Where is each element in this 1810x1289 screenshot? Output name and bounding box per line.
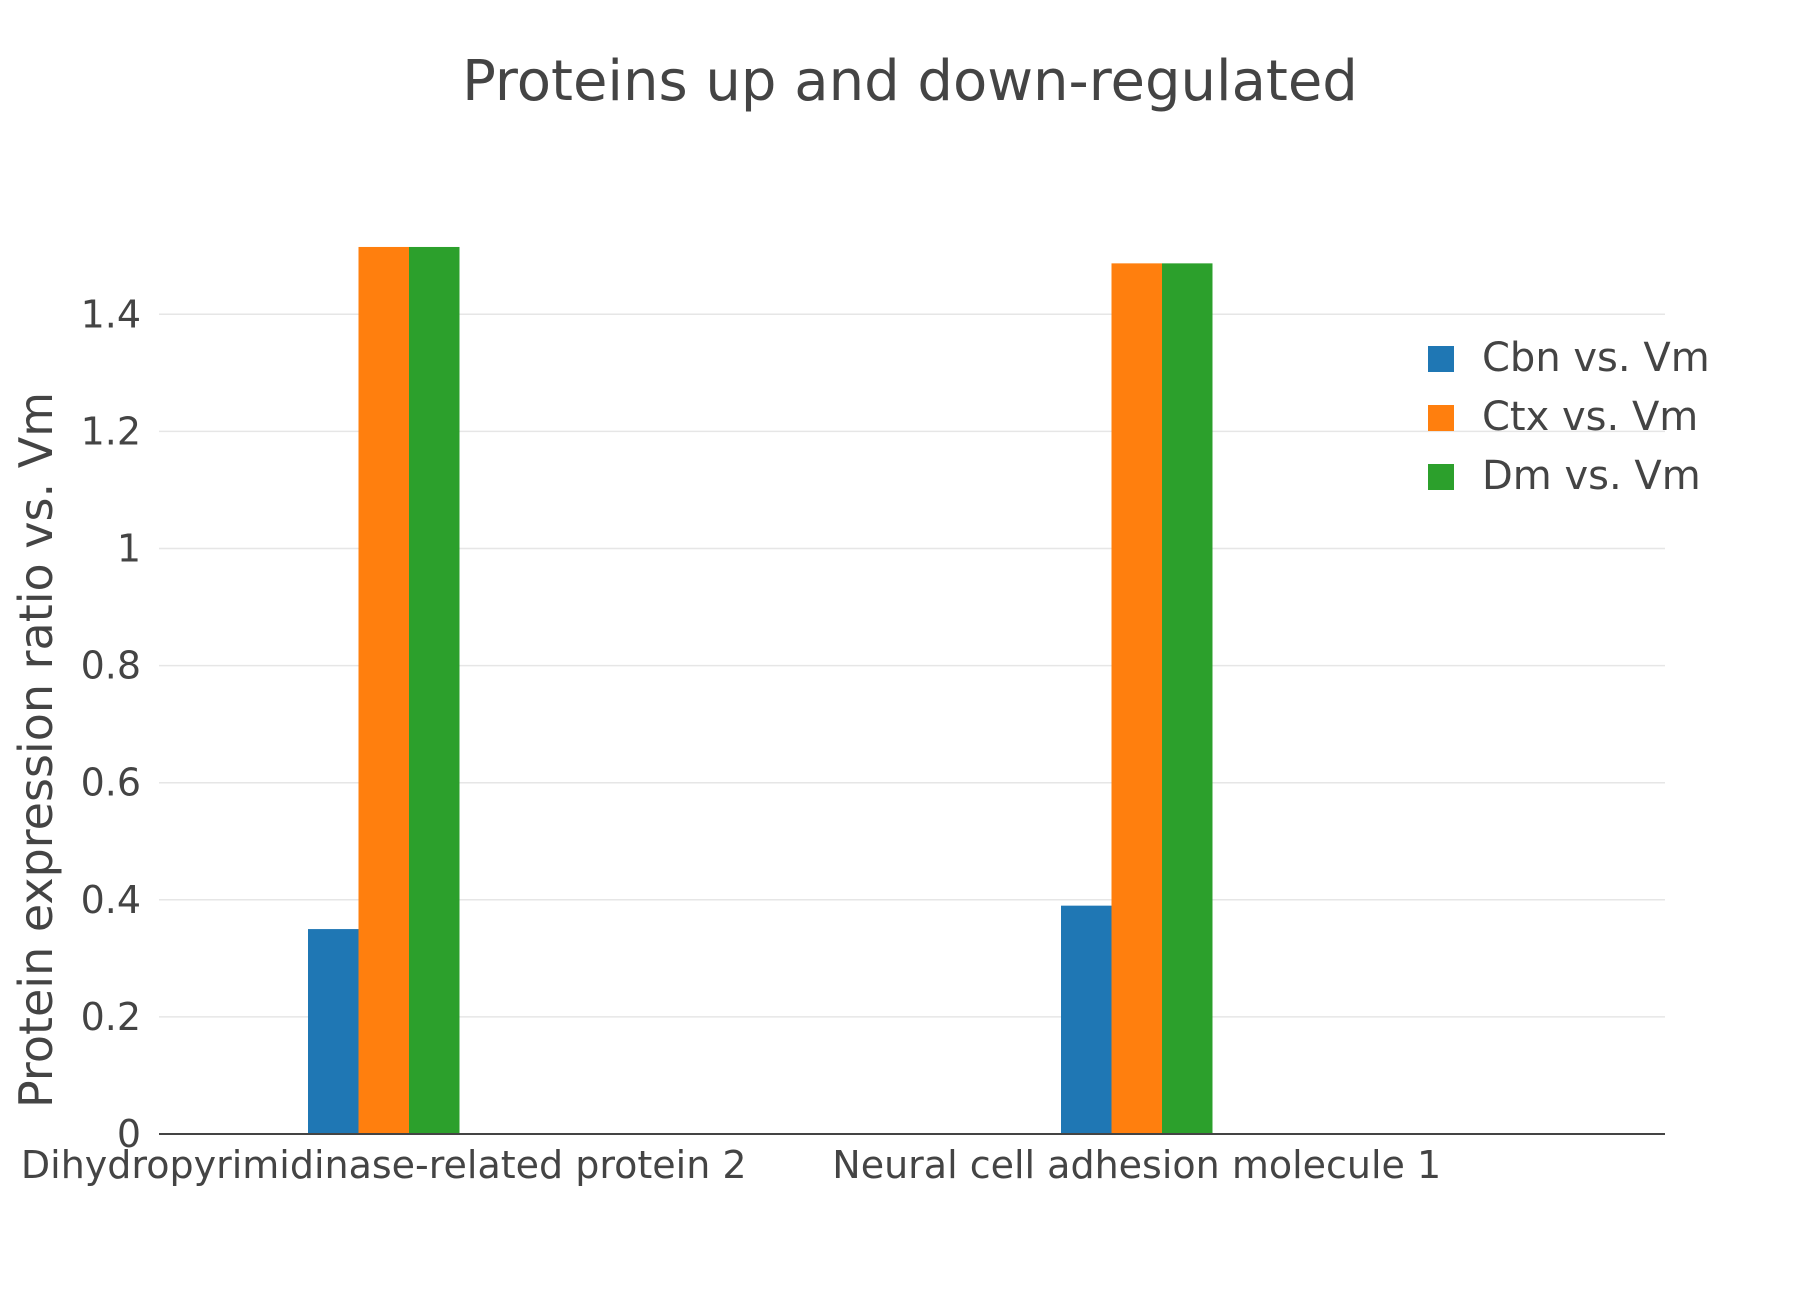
legend-item[interactable]: Cbn vs. Vm bbox=[1428, 335, 1710, 381]
x-tick-label: Neural cell adhesion molecule 1 bbox=[832, 1143, 1441, 1187]
legend-swatch bbox=[1428, 405, 1454, 431]
bar[interactable] bbox=[358, 246, 410, 1134]
legend-label: Ctx vs. Vm bbox=[1482, 394, 1698, 440]
bar[interactable] bbox=[1061, 905, 1112, 1134]
legend-label: Dm vs. Vm bbox=[1482, 453, 1701, 499]
legend-item[interactable]: Dm vs. Vm bbox=[1428, 453, 1701, 499]
y-axis-ticks: 0 0.2 0.4 0.6 0.8 1 1.2 1.4 bbox=[81, 292, 141, 1156]
y-tick-label: 0.6 bbox=[81, 761, 141, 805]
y-tick-label: 1 bbox=[117, 527, 141, 571]
y-tick-label: 0.8 bbox=[81, 644, 141, 688]
legend-item[interactable]: Ctx vs. Vm bbox=[1428, 394, 1698, 440]
bar[interactable] bbox=[409, 246, 460, 1134]
x-tick-label: Dihydropyrimidinase-related protein 2 bbox=[21, 1143, 747, 1187]
bars bbox=[308, 246, 1213, 1134]
x-axis-ticks: Dihydropyrimidinase-related protein 2 Neu… bbox=[21, 1143, 1441, 1187]
y-tick-label: 1.4 bbox=[81, 292, 141, 336]
legend-label: Cbn vs. Vm bbox=[1482, 335, 1710, 381]
legend-swatch bbox=[1428, 464, 1454, 490]
chart-title: Proteins up and down-regulated bbox=[462, 49, 1358, 114]
y-tick-label: 1.2 bbox=[81, 409, 141, 453]
bar[interactable] bbox=[1111, 263, 1163, 1134]
legend[interactable]: Cbn vs. Vm Ctx vs. Vm Dm vs. Vm bbox=[1428, 335, 1710, 499]
y-tick-label: 0.4 bbox=[81, 878, 141, 922]
y-axis-title: Protein expression ratio vs. Vm bbox=[9, 392, 63, 1108]
y-tick-label: 0.2 bbox=[81, 995, 141, 1039]
legend-swatch bbox=[1428, 346, 1454, 372]
bar[interactable] bbox=[308, 929, 359, 1134]
bar[interactable] bbox=[1162, 263, 1213, 1134]
y-tick-label: 0 bbox=[117, 1112, 141, 1156]
